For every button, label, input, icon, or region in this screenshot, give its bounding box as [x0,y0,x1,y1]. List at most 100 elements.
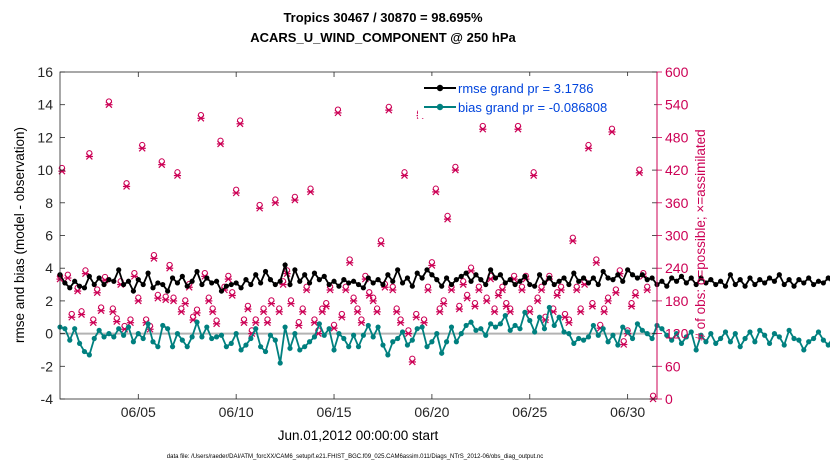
bias-point [130,339,137,345]
bias-point [385,352,391,358]
rmse-point [595,281,601,288]
obs-assimilated-marker [85,153,93,160]
bias-point [776,334,782,340]
rmse-point [737,277,743,283]
bias-point [659,326,665,332]
obs-assimilated-marker [205,297,213,305]
y-tick-label: 4 [45,260,53,276]
bias-point [752,339,758,345]
legend-bias-label: bias grand pr = -0.086808 [458,100,607,115]
bias-point [713,340,719,347]
obs-assimilated-marker [432,188,440,196]
obs-assimilated-marker [93,289,101,297]
rmse-point [355,281,362,288]
rmse-point [262,268,269,275]
bias-point [76,340,83,347]
obs-assimilated-marker [393,308,401,316]
rmse-point [360,285,366,291]
rmse-point [106,277,112,283]
obs-assimilated-marker [306,188,315,196]
obs-assimilated-marker [197,114,205,122]
obs-assimilated-marker [498,286,506,294]
bias-point [458,331,464,337]
bias-point [718,335,724,342]
rmse-point [766,275,773,281]
obs-assimilated-marker [232,189,240,197]
obs-assimilated-marker [138,144,146,152]
bias-point [634,321,641,327]
rmse-point [160,281,166,288]
x-tick-label: 06/25 [512,404,547,420]
bias-point [473,327,479,333]
bias-point [815,329,822,335]
bias-point [429,339,435,345]
bias-point [610,332,616,338]
rmse-point [497,272,504,278]
rmse-point [727,272,734,278]
rmse-point [414,270,420,276]
bias-point [375,324,381,330]
rmse-point [390,278,396,284]
rmse-point [135,277,141,283]
obs-assimilated-marker [443,215,452,223]
bias-point [331,347,337,353]
y2-tick-label: 540 [665,97,689,113]
rmse-point [713,281,719,288]
rmse-point [194,268,200,275]
rmse-point [375,277,381,283]
bias-point [116,326,122,332]
rmse-point [771,278,778,284]
bias-point [820,337,826,343]
bias-point [801,347,807,353]
rmse-point [174,280,181,286]
bias-point [600,326,606,332]
bias-point [277,360,283,366]
x-tick-label: 06/30 [610,404,645,420]
rmse-point [169,275,176,281]
rmse-point [165,288,171,294]
rmse-point [282,262,288,268]
rmse-point [155,280,161,286]
rmse-point [620,278,626,284]
rmse-point [238,285,244,291]
bias-point [781,342,787,348]
obs-assimilated-marker [216,140,225,148]
rmse-point [815,278,822,284]
bias-point [698,332,704,338]
obs-assimilated-marker [228,292,236,299]
rmse-point [683,280,689,286]
obs-assimilated-marker [252,319,260,327]
rmse-point [639,272,645,278]
rmse-point [306,280,313,286]
obs-assimilated-marker [631,292,640,299]
bias-point [228,340,234,347]
rmse-point [111,278,117,284]
rmse-point [72,278,78,284]
obs-assimilated-marker [612,289,620,297]
obs-assimilated-marker [436,308,444,316]
legend: rmse grand pr = 3.1786 bias grand pr = -… [418,76,654,118]
obs-assimilated-marker [193,309,201,317]
bias-point [580,337,587,343]
bias-point [370,334,376,340]
obs-assimilated-marker [592,259,600,267]
rmse-point [341,277,347,283]
bias-point [571,340,577,347]
rmse-point [277,278,283,284]
rmse-point [267,277,274,283]
bias-point [556,314,562,320]
bias-point [522,309,528,315]
obs-assimilated-marker [105,101,113,109]
bias-point [443,339,450,345]
bias-point [238,347,244,353]
obs-assimilated-marker [447,286,456,294]
bias-point [111,334,117,340]
rmse-point [806,275,812,281]
data-file-footer: data file: /Users/raeder/DAI/ATM_forcXX/… [167,454,543,460]
rmse-point [673,278,680,284]
rmse-point [747,275,753,281]
rmse-point [272,281,278,288]
rmse-point [527,281,533,288]
rmse-point [796,277,802,283]
y2-tick-label: 120 [665,326,689,342]
